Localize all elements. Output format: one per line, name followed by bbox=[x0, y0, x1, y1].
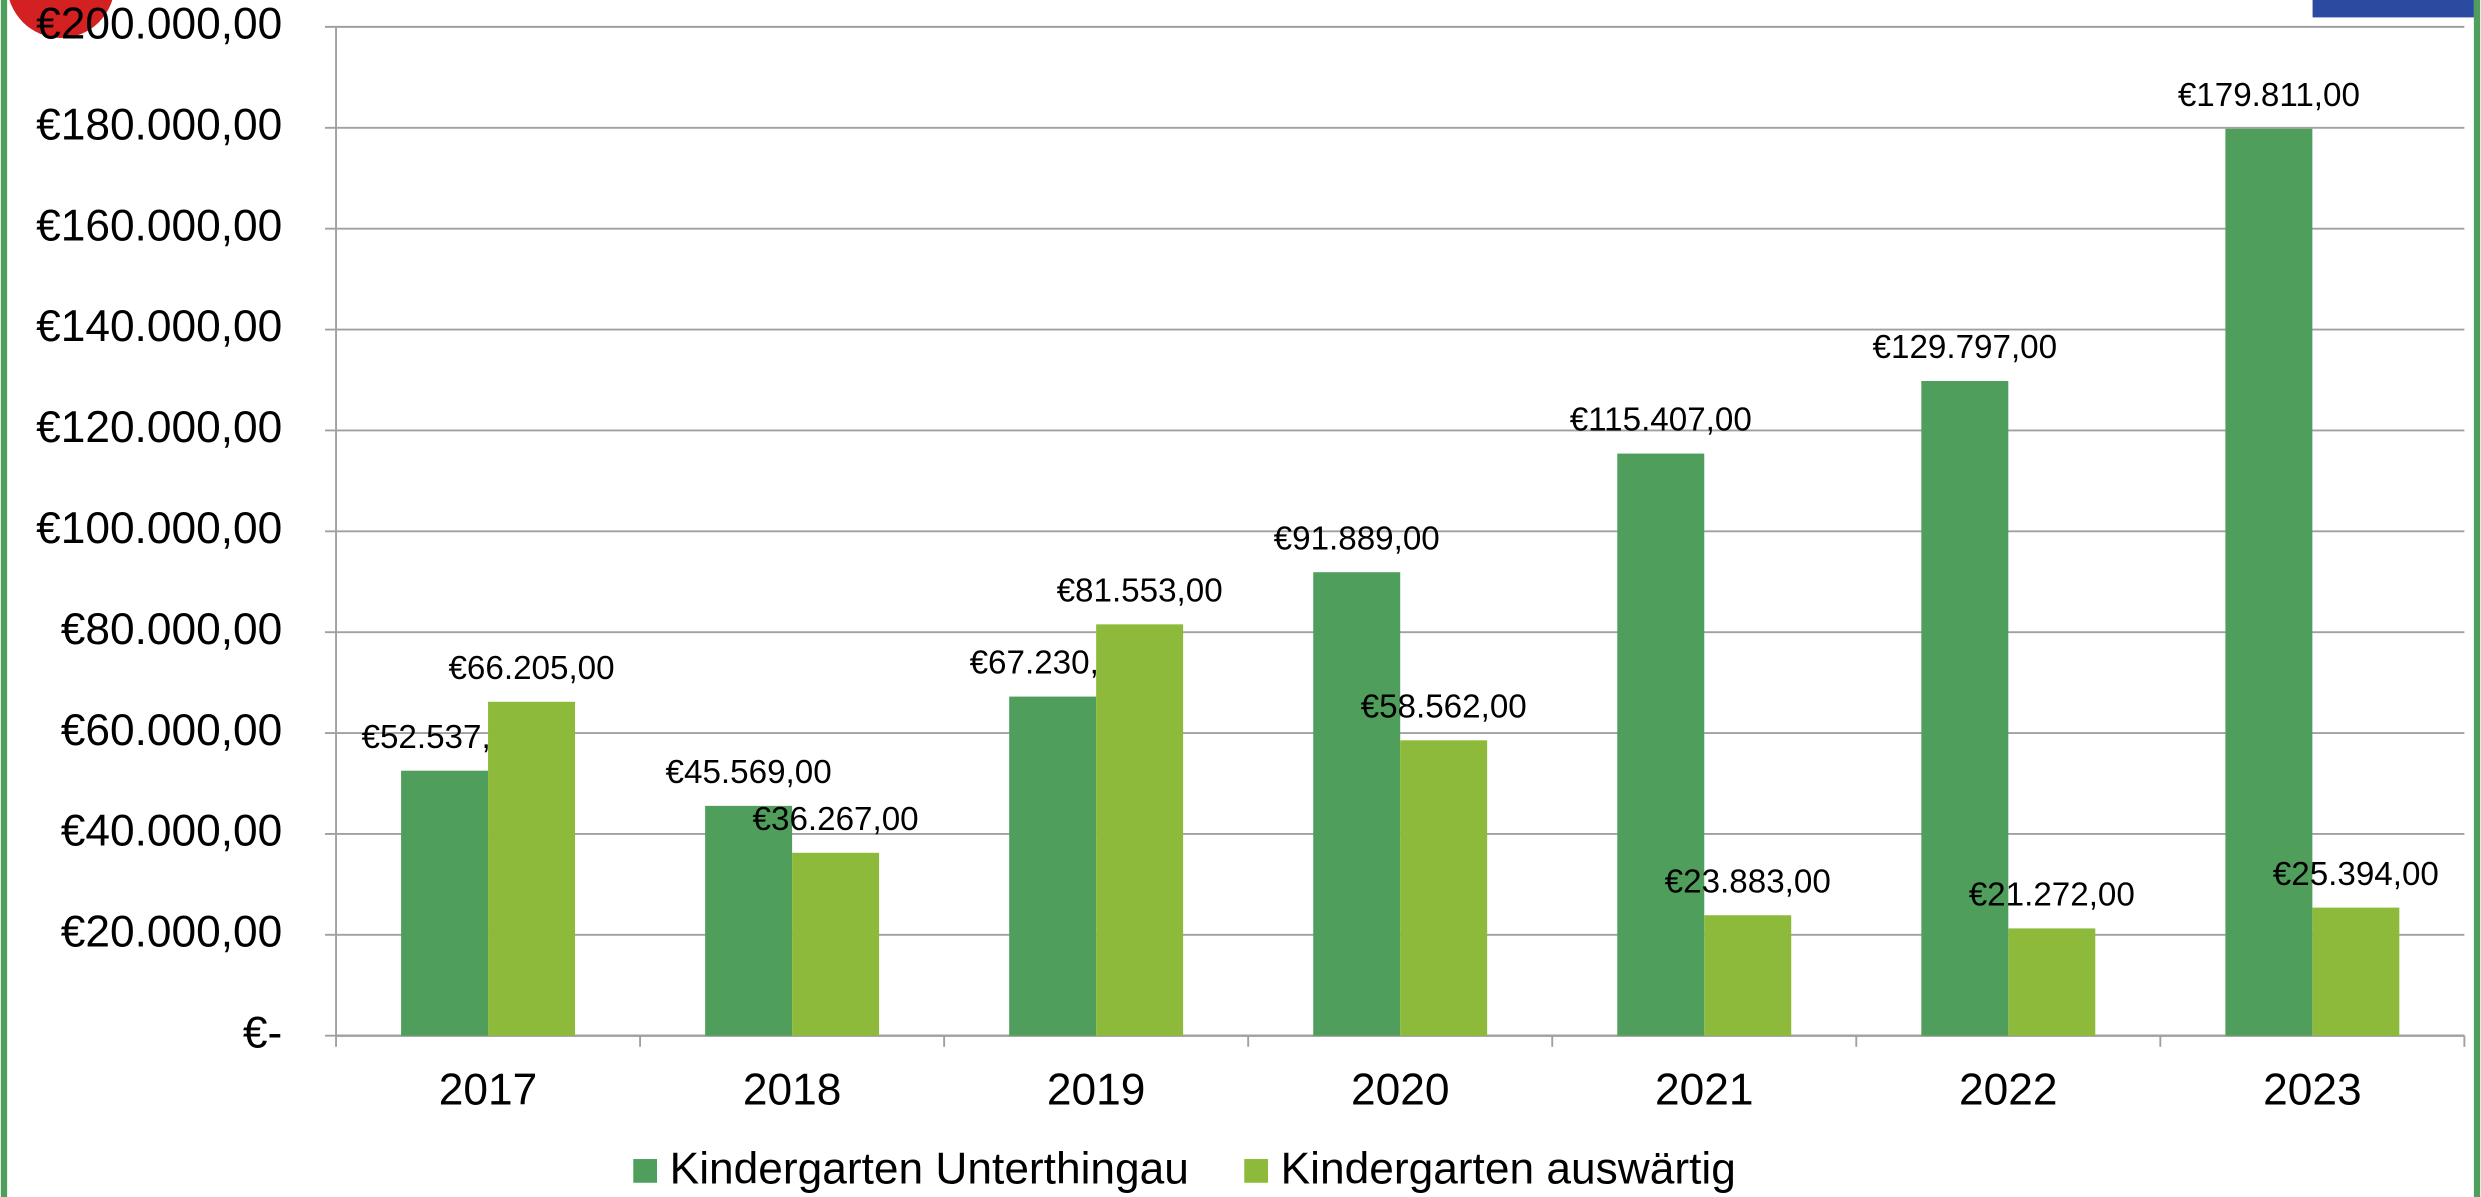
data-label: €179.811,00 bbox=[2178, 77, 2360, 114]
data-label: €115.407,00 bbox=[1570, 402, 1752, 439]
bar bbox=[401, 770, 489, 1036]
data-label: €36.267,00 bbox=[753, 801, 919, 838]
data-label: €91.889,00 bbox=[1274, 520, 1440, 557]
data-label: €21.272,00 bbox=[1969, 877, 2135, 914]
data-label: €129.797,00 bbox=[1873, 329, 2058, 366]
bar bbox=[1009, 696, 1097, 1036]
bar bbox=[2225, 128, 2313, 1036]
left-border bbox=[0, 0, 8, 1197]
bar bbox=[2008, 928, 2096, 1036]
bar bbox=[2312, 907, 2400, 1036]
y-tick-label: €160.000,00 bbox=[36, 201, 282, 250]
data-label: €25.394,00 bbox=[2273, 856, 2439, 893]
bar bbox=[1313, 572, 1401, 1036]
legend-label: Kindergarten auswärtig bbox=[1281, 1144, 1736, 1193]
x-tick-label: 2019 bbox=[1047, 1065, 1145, 1114]
y-tick-label: €180.000,00 bbox=[36, 100, 282, 149]
bar bbox=[1704, 915, 1792, 1036]
x-tick-label: 2018 bbox=[743, 1065, 841, 1114]
data-label: €81.553,00 bbox=[1057, 572, 1223, 609]
corner-badge bbox=[2312, 0, 2474, 18]
bar bbox=[1400, 740, 1488, 1036]
y-tick-label: €140.000,00 bbox=[36, 302, 282, 351]
y-tick-label: €- bbox=[243, 1008, 282, 1057]
data-label: €45.569,00 bbox=[666, 754, 832, 791]
data-label: €66.205,00 bbox=[448, 650, 614, 687]
x-tick-label: 2022 bbox=[1959, 1065, 2057, 1114]
bar bbox=[705, 805, 793, 1036]
y-tick-label: €60.000,00 bbox=[61, 706, 283, 755]
legend-swatch bbox=[1244, 1159, 1268, 1183]
data-label: €23.883,00 bbox=[1665, 863, 1831, 900]
legend-label: Kindergarten Unterthingau bbox=[670, 1144, 1189, 1193]
y-tick-label: €200.000,00 bbox=[36, 0, 282, 49]
bar bbox=[488, 701, 576, 1036]
y-tick-label: €40.000,00 bbox=[61, 807, 283, 856]
bar bbox=[1617, 453, 1705, 1036]
x-tick-label: 2023 bbox=[2263, 1065, 2361, 1114]
x-tick-label: 2020 bbox=[1351, 1065, 1449, 1114]
right-border bbox=[2473, 0, 2481, 1197]
bar bbox=[1921, 380, 2009, 1036]
y-tick-label: €80.000,00 bbox=[61, 605, 283, 654]
logo bbox=[9, 0, 113, 38]
bar bbox=[1096, 624, 1184, 1036]
x-tick-label: 2021 bbox=[1655, 1065, 1753, 1114]
data-label: €58.562,00 bbox=[1361, 688, 1527, 725]
y-tick-label: €120.000,00 bbox=[36, 403, 282, 452]
legend-swatch bbox=[633, 1159, 658, 1183]
x-tick-label: 2017 bbox=[439, 1065, 537, 1114]
bar bbox=[792, 852, 880, 1036]
y-tick-label: €100.000,00 bbox=[36, 504, 282, 553]
y-tick-label: €20.000,00 bbox=[61, 908, 283, 957]
